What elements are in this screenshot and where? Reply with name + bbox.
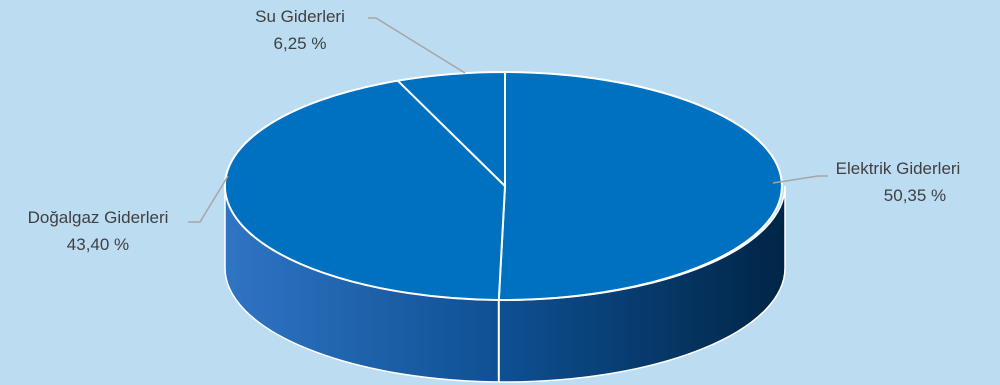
leader-line-1 (772, 175, 828, 184)
slice-value-label-3: 6,25 % (274, 34, 327, 53)
slice-value-label-1: 50,35 % (884, 186, 946, 205)
slice-value-label-2: 43,40 % (67, 235, 129, 254)
leader-line-2 (188, 175, 229, 223)
pie-slice-3 (396, 71, 506, 187)
slice-name-label-3: Su Giderleri (255, 7, 345, 26)
pie-slice-1 (497, 71, 783, 302)
slice-name-label-1: Elektrik Giderleri (836, 159, 961, 178)
slice-name-label-2: Doğalgaz Giderleri (28, 208, 169, 227)
leader-line-3 (368, 17, 466, 74)
pie-slice-2 (223, 79, 506, 301)
